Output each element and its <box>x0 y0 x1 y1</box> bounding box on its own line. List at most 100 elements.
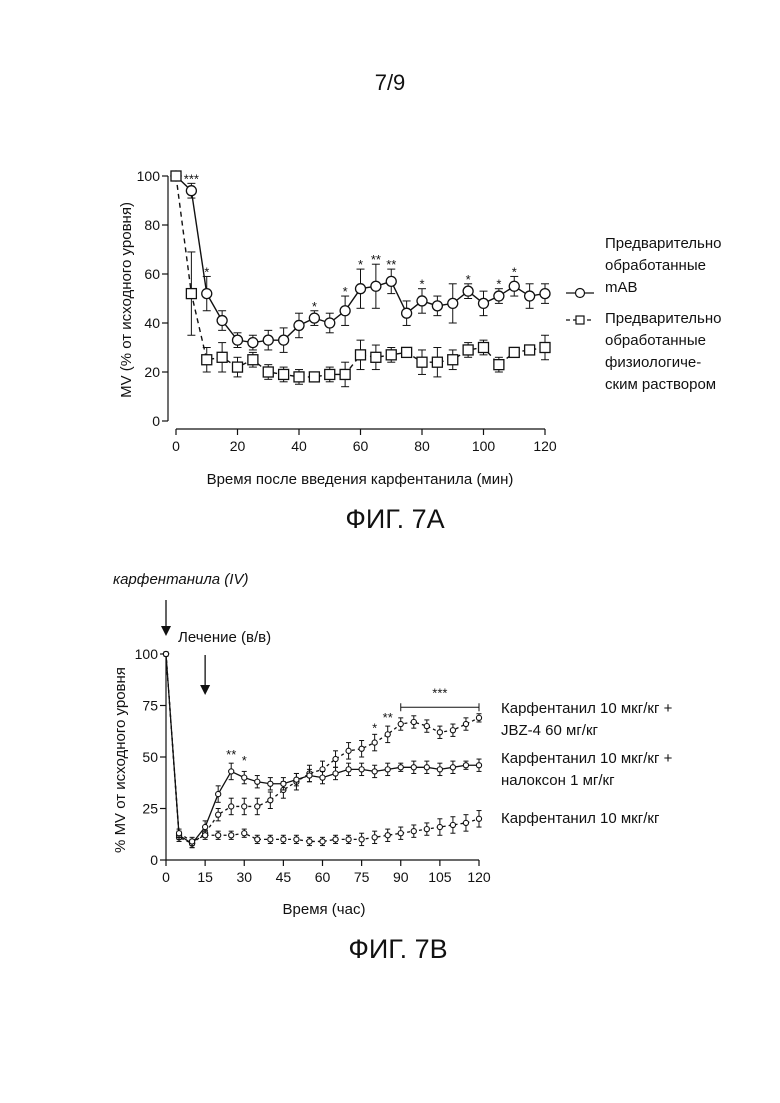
data-point <box>372 769 377 774</box>
y-tick-label: 75 <box>142 698 158 714</box>
data-point <box>372 835 377 840</box>
data-point <box>437 730 442 735</box>
data-point <box>216 791 221 796</box>
significance-marker: *** <box>432 685 447 700</box>
data-point <box>450 765 455 770</box>
data-point <box>176 831 181 836</box>
data-point <box>450 822 455 827</box>
legend-label: JBZ-4 60 мг/кг <box>501 722 599 739</box>
x-tick-label: 0 <box>162 869 170 885</box>
y-tick-label: 0 <box>152 413 160 429</box>
significance-marker: ** <box>383 710 393 725</box>
data-point-circle <box>340 306 350 316</box>
x-tick-label: 40 <box>291 438 307 454</box>
significance-marker: * <box>242 753 247 768</box>
data-point <box>463 721 468 726</box>
x-tick-label: 60 <box>315 869 331 885</box>
legend-label: mAB <box>605 279 638 296</box>
data-point-circle <box>279 335 289 345</box>
annotation-arrow-head <box>200 685 210 695</box>
data-point-square <box>494 360 504 370</box>
data-point <box>242 831 247 836</box>
data-point <box>476 715 481 720</box>
y-tick-label: 50 <box>142 749 158 765</box>
legend-label: обработанные <box>605 332 706 349</box>
data-point <box>437 767 442 772</box>
data-point-square <box>356 350 366 360</box>
legend-label: ским раствором <box>605 376 716 393</box>
data-point <box>229 833 234 838</box>
data-point <box>398 831 403 836</box>
data-point-circle <box>248 338 258 348</box>
data-point-square <box>463 345 473 355</box>
data-point-square <box>386 350 396 360</box>
figure-7a-x-axis-title: Время после введения карфентанила (мин) <box>207 471 514 488</box>
legend-label: Карфентанил 10 мкг/кг + <box>501 750 673 767</box>
figure-7a-y-axis-title: MV (% от исходного уровня) <box>118 202 135 398</box>
figure-7a-caption: ФИГ. 7А <box>345 504 444 534</box>
data-point <box>216 812 221 817</box>
data-point <box>255 837 260 842</box>
x-tick-label: 0 <box>172 438 180 454</box>
data-point <box>437 824 442 829</box>
significance-marker: * <box>312 299 317 314</box>
x-tick-label: 60 <box>353 438 369 454</box>
data-point-square <box>202 355 212 365</box>
significance-marker: ** <box>371 252 381 267</box>
y-tick-label: 100 <box>135 646 159 662</box>
data-point <box>294 777 299 782</box>
data-point-circle <box>371 281 381 291</box>
data-point <box>255 779 260 784</box>
data-point-square <box>171 171 181 181</box>
data-point-square <box>325 369 335 379</box>
series-line <box>166 654 479 844</box>
data-point-circle <box>417 296 427 306</box>
data-point <box>359 767 364 772</box>
data-point-square <box>371 352 381 362</box>
data-point <box>476 816 481 821</box>
data-point-circle <box>402 308 412 318</box>
legend-label: Карфентанил 10 мкг/кг <box>501 810 660 827</box>
data-point <box>189 839 194 844</box>
data-point-circle <box>202 289 212 299</box>
data-point <box>281 837 286 842</box>
data-point-square <box>217 352 227 362</box>
legend-label: Предварительно <box>605 235 722 252</box>
data-point <box>372 740 377 745</box>
data-point-circle <box>186 186 196 196</box>
figure-7b-treatment-annotation: Лечение (в/в) <box>178 629 271 646</box>
data-point <box>242 775 247 780</box>
x-tick-label: 100 <box>472 438 496 454</box>
x-tick-label: 20 <box>230 438 246 454</box>
data-point-circle <box>525 291 535 301</box>
y-tick-label: 60 <box>144 266 160 282</box>
data-point <box>216 833 221 838</box>
y-tick-label: 100 <box>137 168 161 184</box>
data-point <box>346 767 351 772</box>
data-point-square <box>233 362 243 372</box>
data-point <box>359 746 364 751</box>
data-point <box>281 781 286 786</box>
x-tick-label: 75 <box>354 869 370 885</box>
y-tick-label: 40 <box>144 315 160 331</box>
data-point-circle <box>356 284 366 294</box>
data-point <box>307 839 312 844</box>
figure-7b-caption: ФИГ. 7В <box>348 934 447 964</box>
legend-marker-square <box>576 316 584 324</box>
significance-marker: * <box>358 257 363 272</box>
data-point <box>359 837 364 842</box>
y-tick-label: 25 <box>142 801 158 817</box>
legend-label: обработанные <box>605 257 706 274</box>
data-point <box>450 728 455 733</box>
data-point <box>203 833 208 838</box>
data-point-square <box>448 355 458 365</box>
data-point-circle <box>463 286 473 296</box>
data-point-square <box>186 289 196 299</box>
series-line <box>166 654 479 844</box>
data-point-circle <box>233 335 243 345</box>
data-point <box>411 829 416 834</box>
series-line <box>166 654 479 841</box>
data-point <box>411 719 416 724</box>
significance-marker: ** <box>226 747 236 762</box>
